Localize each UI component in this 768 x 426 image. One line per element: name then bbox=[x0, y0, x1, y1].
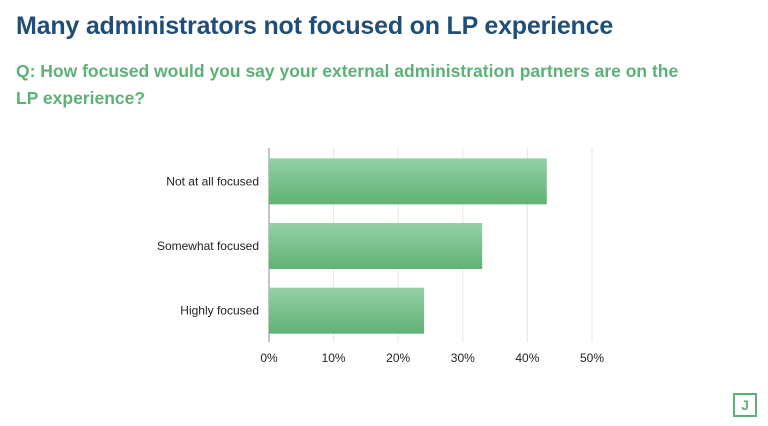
x-tick-label: 20% bbox=[386, 351, 410, 365]
x-tick-label: 50% bbox=[580, 351, 604, 365]
bar bbox=[269, 158, 547, 205]
x-tick-label: 40% bbox=[515, 351, 539, 365]
bar bbox=[269, 223, 483, 269]
bar bbox=[269, 287, 425, 334]
logo: J bbox=[733, 393, 757, 417]
category-label: Not at all focused bbox=[166, 174, 259, 188]
category-label: Highly focused bbox=[180, 304, 259, 318]
x-tick-label: 10% bbox=[322, 351, 346, 365]
x-tick-label: 0% bbox=[260, 351, 278, 365]
category-label: Somewhat focused bbox=[157, 239, 259, 253]
x-tick-label: 30% bbox=[451, 351, 475, 365]
slide-title: Many administrators not focused on LP ex… bbox=[16, 12, 614, 40]
survey-question: Q: How focused would you say your extern… bbox=[16, 61, 679, 108]
